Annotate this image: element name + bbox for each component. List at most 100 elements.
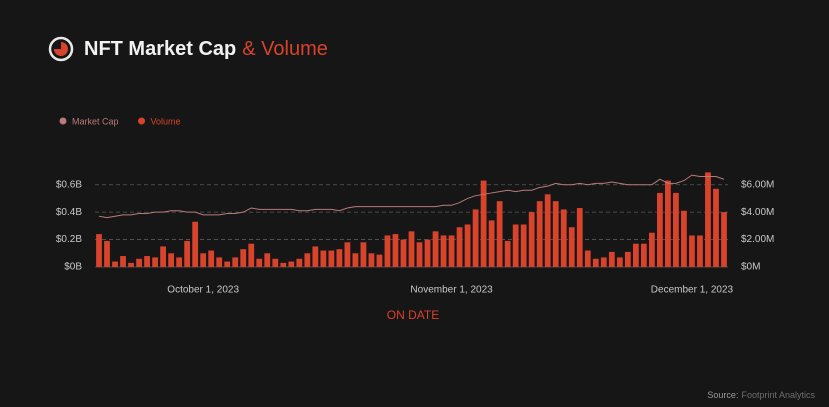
bar [280,262,287,267]
bar [705,172,711,267]
bar [504,240,511,267]
bar [368,253,375,267]
bar [592,258,599,267]
bar [184,240,191,267]
bar [496,201,503,267]
bar [240,249,247,267]
y-tick-label: $0B [64,262,82,273]
x-tick-label: November 1, 2023 [410,285,493,296]
bar [192,221,199,267]
bar [312,246,319,267]
bar [176,257,183,267]
bar [248,243,255,267]
bar [721,212,727,267]
legend-marker [138,117,146,125]
bar [568,227,575,267]
bar [384,235,391,267]
bar [464,224,471,267]
bar [400,239,407,267]
bar [528,212,535,267]
bar [713,188,719,267]
bar [416,242,423,267]
bar [624,251,631,267]
bar [448,235,455,267]
bar [665,180,671,267]
bar [128,262,134,267]
title-accent: & Volume [242,38,328,60]
legend-label: Market Cap [72,116,119,126]
y2-tick-label: $4.00M [741,207,774,218]
bar [112,261,118,267]
source-name: Footprint Analytics [741,390,815,400]
bar [512,224,519,267]
bar [520,224,527,267]
x-axis-label: ON DATE [387,308,439,322]
y2-tick-label: $6.00M [741,179,774,190]
legend-marker [59,117,67,125]
bar [296,258,303,267]
bar [304,253,311,267]
line [98,174,725,219]
bar [104,240,110,267]
source-label: Source: [707,390,738,400]
y2-tick-label: $2.00M [741,234,774,245]
bar [120,256,126,267]
bar [96,234,102,267]
bar [472,209,479,267]
bar [632,243,639,267]
y-tick-label: $0.2B [56,234,82,245]
bar [352,253,359,267]
bar [320,250,327,267]
bar [216,257,223,267]
bar [136,258,142,267]
legend-label: Volume [151,116,181,126]
bar [408,231,415,267]
bar [256,258,263,267]
bar [272,258,279,267]
bar [376,254,383,267]
y2-tick-label: $0M [741,262,760,273]
bar [681,210,687,267]
y-tick-label: $0.4B [56,207,82,218]
bar [552,201,559,267]
bar [344,242,351,267]
bar [536,201,543,267]
bar [689,235,695,267]
bar [488,220,495,267]
bar [424,239,431,267]
bar [673,192,679,267]
bar [608,251,615,267]
y-tick-label: $0.6B [56,179,82,190]
title-main: NFT Market Cap [84,38,236,60]
bar [432,231,439,267]
source: Source: Footprint Analytics [707,390,815,400]
bar [616,257,623,267]
bar [144,256,150,267]
bar [232,257,239,267]
bar [328,250,335,267]
bar [288,261,295,267]
bar [208,250,215,267]
bar [657,192,663,267]
bar [224,261,231,267]
bar [544,194,551,267]
bar [168,253,175,267]
bar [160,246,166,267]
bar [392,234,399,267]
bar [560,209,567,267]
bar [264,253,271,267]
bar [697,235,703,267]
bar [440,235,447,267]
bar [456,227,463,267]
logo-icon [48,36,74,62]
bar [480,180,487,267]
bar [360,242,367,267]
bar [584,250,591,267]
bar [648,232,655,267]
bar [640,243,647,267]
x-tick-label: October 1, 2023 [167,285,239,296]
bar [576,208,583,267]
bar [152,257,158,267]
